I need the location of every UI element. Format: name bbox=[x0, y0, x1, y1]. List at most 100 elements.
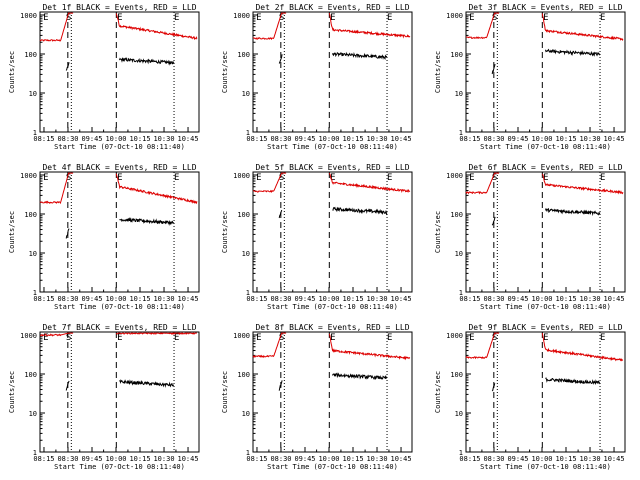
x-axis-label: Start Time (07-Oct-10 08:11:40) bbox=[480, 143, 611, 151]
lld-curve-pre bbox=[252, 12, 287, 41]
x-tick-label: 10:30 bbox=[153, 455, 174, 463]
y-axis-label: Counts/sec bbox=[221, 51, 229, 93]
lld-curve-pre bbox=[252, 172, 287, 193]
marker-label-e: E bbox=[600, 13, 605, 23]
marker-label-e: E bbox=[256, 333, 261, 343]
marker-label-e: E bbox=[117, 173, 122, 183]
y-axis-label: Counts/sec bbox=[221, 371, 229, 413]
y-tick-label: 10 bbox=[455, 90, 463, 98]
x-axis-label: Start Time (07-Oct-10 08:11:40) bbox=[54, 463, 185, 471]
lld-curve-post bbox=[115, 332, 197, 336]
marker-label-s: S bbox=[66, 333, 71, 343]
x-axis-label: Start Time (07-Oct-10 08:11:40) bbox=[54, 303, 185, 311]
y-tick-label: 1000 bbox=[233, 172, 250, 180]
marker-label-e: E bbox=[174, 173, 179, 183]
x-tick-label: 09:45 bbox=[294, 135, 315, 143]
lld-curve-pre bbox=[39, 172, 74, 205]
marker-label-s: S bbox=[66, 13, 71, 23]
lld-curve-post bbox=[328, 333, 411, 361]
y-tick-label: 1 bbox=[459, 449, 463, 457]
plot-frame bbox=[252, 331, 413, 453]
marker-label-e: E bbox=[600, 333, 605, 343]
lld-curve-pre bbox=[465, 172, 500, 195]
x-tick-label: 10:00 bbox=[318, 455, 339, 463]
marker-label-s: S bbox=[66, 173, 71, 183]
x-tick-label: 08:15 bbox=[246, 135, 267, 143]
y-tick-label: 100 bbox=[24, 51, 37, 59]
y-tick-label: 100 bbox=[450, 51, 463, 59]
events-curve-pre bbox=[278, 380, 283, 391]
x-tick-label: 10:45 bbox=[603, 455, 624, 463]
x-tick-label: 09:45 bbox=[294, 295, 315, 303]
marker-label-e: E bbox=[43, 333, 48, 343]
x-axis-label: Start Time (07-Oct-10 08:11:40) bbox=[480, 463, 611, 471]
y-tick-label: 10 bbox=[242, 250, 250, 258]
x-tick-label: 10:00 bbox=[531, 455, 552, 463]
panel-title: Det 6f BLACK = Events, RED = LLD bbox=[468, 163, 622, 172]
events-curve-pre bbox=[65, 228, 70, 239]
x-tick-label: 10:45 bbox=[390, 455, 411, 463]
lld-curve-pre bbox=[465, 12, 500, 40]
marker-label-e: E bbox=[543, 173, 548, 183]
x-tick-label: 08:15 bbox=[459, 295, 480, 303]
y-tick-label: 1 bbox=[246, 449, 250, 457]
x-axis-label: Start Time (07-Oct-10 08:11:40) bbox=[267, 143, 398, 151]
x-tick-label: 08:15 bbox=[246, 295, 267, 303]
y-tick-label: 1000 bbox=[233, 332, 250, 340]
y-tick-label: 1 bbox=[33, 449, 37, 457]
x-tick-label: 10:15 bbox=[555, 295, 576, 303]
marker-label-e: E bbox=[117, 13, 122, 23]
x-tick-label: 10:15 bbox=[129, 455, 150, 463]
marker-label-s: S bbox=[492, 333, 497, 343]
plot-frame bbox=[465, 11, 626, 133]
plot-frame bbox=[252, 171, 413, 293]
y-tick-label: 1000 bbox=[20, 172, 37, 180]
marker-label-s: S bbox=[279, 13, 284, 23]
marker-label-e: E bbox=[256, 13, 261, 23]
lld-curve-post bbox=[541, 173, 624, 195]
y-tick-label: 10 bbox=[29, 410, 37, 418]
y-tick-label: 10 bbox=[455, 250, 463, 258]
y-axis-label: Counts/sec bbox=[8, 371, 16, 413]
x-tick-label: 10:30 bbox=[366, 295, 387, 303]
y-tick-label: 1 bbox=[33, 129, 37, 137]
marker-label-e: E bbox=[469, 13, 474, 23]
marker-label-e: E bbox=[387, 333, 392, 343]
panel-title: Det 3f BLACK = Events, RED = LLD bbox=[468, 3, 622, 12]
events-curve-post bbox=[119, 57, 175, 66]
x-tick-label: 10:00 bbox=[318, 135, 339, 143]
y-tick-label: 1 bbox=[246, 289, 250, 297]
x-tick-label: 10:45 bbox=[390, 295, 411, 303]
x-tick-label: 10:30 bbox=[579, 295, 600, 303]
lld-curve-post bbox=[115, 13, 198, 41]
x-tick-label: 10:30 bbox=[579, 135, 600, 143]
x-tick-label: 08:30 bbox=[270, 135, 291, 143]
y-tick-label: 1000 bbox=[20, 332, 37, 340]
x-tick-label: 08:15 bbox=[33, 455, 54, 463]
marker-label-e: E bbox=[387, 13, 392, 23]
marker-label-s: S bbox=[279, 333, 284, 343]
lld-curve-post bbox=[328, 172, 411, 193]
x-tick-label: 08:15 bbox=[459, 455, 480, 463]
events-curve-post bbox=[545, 377, 601, 386]
lld-curve-post bbox=[541, 13, 624, 42]
x-tick-label: 10:30 bbox=[153, 135, 174, 143]
x-tick-label: 10:30 bbox=[153, 295, 174, 303]
y-axis-label: Counts/sec bbox=[434, 211, 442, 253]
x-tick-label: 10:15 bbox=[555, 135, 576, 143]
x-tick-label: 08:30 bbox=[57, 135, 78, 143]
x-tick-label: 08:30 bbox=[57, 455, 78, 463]
x-axis-label: Start Time (07-Oct-10 08:11:40) bbox=[54, 143, 185, 151]
panel-title: Det 9f BLACK = Events, RED = LLD bbox=[468, 323, 622, 332]
y-tick-label: 10 bbox=[29, 90, 37, 98]
x-tick-label: 08:30 bbox=[483, 455, 504, 463]
marker-label-s: S bbox=[279, 173, 284, 183]
y-tick-label: 100 bbox=[237, 211, 250, 219]
lld-curve-pre bbox=[39, 332, 74, 337]
x-tick-label: 08:15 bbox=[459, 135, 480, 143]
x-tick-label: 10:15 bbox=[129, 135, 150, 143]
panel-title: Det 7f BLACK = Events, RED = LLD bbox=[42, 323, 196, 332]
panel-title: Det 8f BLACK = Events, RED = LLD bbox=[255, 323, 409, 332]
events-curve-post bbox=[332, 206, 388, 216]
